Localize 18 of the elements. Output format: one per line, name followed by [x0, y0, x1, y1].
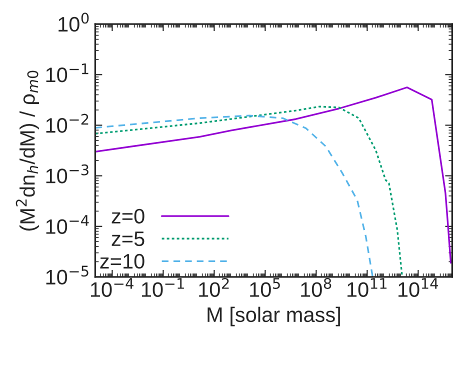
- x-tick-label: 10$^{5}$: [250, 278, 280, 297]
- legend-label: z=5: [112, 232, 144, 246]
- x-tick-label: 10$^{−1}$: [142, 278, 184, 297]
- y-tick-label: 10$^{−3}$: [46, 164, 88, 184]
- x-tick-label: 10$^{14}$: [398, 278, 438, 297]
- legend-label: z=0: [112, 208, 144, 224]
- y-tick-label: 10$^{0}$: [58, 12, 89, 32]
- x-tick-label: 10$^{−4}$: [90, 278, 134, 297]
- y-tick-label: 10$^{−2}$: [46, 114, 88, 133]
- x-axis-title: M [solar mass]: [208, 306, 340, 326]
- x-tick-label: 10$^{11}$: [348, 278, 387, 297]
- y-tick-label: 10$^{−5}$: [46, 266, 88, 285]
- x-tick-label: 10$^{8}$: [301, 278, 332, 297]
- y-axis-title: (M$^{2}$dn$_{h}$/dM) / ρ$_{m0}$: [16, 70, 39, 231]
- legend-label: z=10: [100, 254, 144, 269]
- y-tick-label: 10$^{−1}$: [46, 63, 88, 82]
- x-tick-label: 10$^{2}$: [199, 278, 229, 297]
- y-tick-label: 10$^{−4}$: [46, 215, 89, 234]
